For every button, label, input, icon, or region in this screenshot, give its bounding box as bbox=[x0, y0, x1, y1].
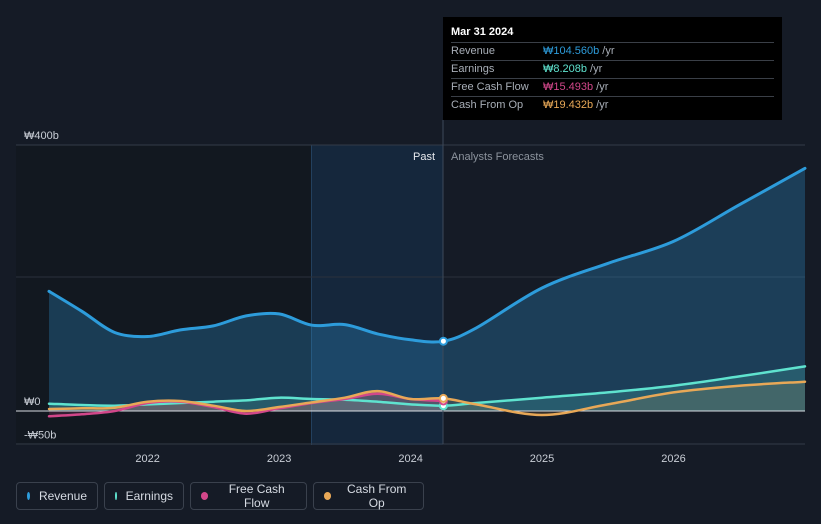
legend-label: Free Cash Flow bbox=[228, 482, 285, 510]
tooltip-unit: /yr bbox=[602, 45, 615, 57]
free-cash-flow-dot-icon bbox=[201, 492, 209, 500]
tooltip-unit: /yr bbox=[590, 63, 603, 75]
legend-label: Cash From Op bbox=[347, 482, 407, 510]
series-area-cash-from-op bbox=[49, 381, 805, 415]
x-tick-label: 2026 bbox=[661, 453, 685, 465]
tooltip-label: Cash From Op bbox=[451, 99, 524, 111]
series-lines bbox=[47, 166, 807, 418]
tooltip-unit: /yr bbox=[596, 81, 609, 93]
x-tick-label: 2023 bbox=[267, 453, 291, 465]
revenue-dot-icon bbox=[27, 492, 30, 500]
y-tick-label: -₩50b bbox=[24, 429, 56, 441]
tooltip-row-earnings: Earnings ₩8.208b /yr bbox=[451, 60, 774, 78]
tooltip-label: Free Cash Flow bbox=[451, 81, 529, 93]
x-tick-label: 2022 bbox=[135, 453, 159, 465]
tooltip-date: Mar 31 2024 bbox=[451, 26, 514, 38]
tooltip-marker-cash-from-op bbox=[438, 393, 448, 403]
legend-item-earnings[interactable]: Earnings bbox=[104, 482, 184, 510]
tooltip-value: ₩19.432b bbox=[543, 99, 594, 111]
series-line-earnings bbox=[47, 365, 807, 407]
tooltip-row-free-cash-flow: Free Cash Flow ₩15.493b /yr bbox=[451, 78, 774, 96]
x-tick-label: 2025 bbox=[530, 453, 554, 465]
legend-item-free-cash-flow[interactable]: Free Cash Flow bbox=[190, 482, 307, 510]
tooltip-value: ₩15.493b bbox=[543, 81, 594, 93]
tooltip-unit: /yr bbox=[596, 99, 609, 111]
cash-from-op-dot-icon bbox=[324, 492, 332, 500]
series-line-cash-from-op bbox=[47, 380, 807, 417]
x-tick-label: 2024 bbox=[398, 453, 422, 465]
tooltip-label: Earnings bbox=[451, 63, 495, 75]
legend-label: Earnings bbox=[125, 489, 173, 503]
y-tick-label: ₩0 bbox=[24, 396, 41, 408]
series-line-revenue bbox=[47, 166, 807, 344]
tooltip-row-revenue: Revenue ₩104.560b /yr bbox=[451, 42, 774, 60]
legend-item-cash-from-op[interactable]: Cash From Op bbox=[313, 482, 424, 510]
series-area-revenue bbox=[49, 168, 805, 411]
legend: Revenue Earnings Free Cash Flow Cash Fro… bbox=[16, 482, 424, 510]
past-label: Past bbox=[413, 151, 435, 163]
legend-item-revenue[interactable]: Revenue bbox=[16, 482, 98, 510]
earnings-dot-icon bbox=[115, 492, 117, 500]
x-axis: 2022 2023 2024 2025 2026 bbox=[135, 453, 685, 465]
tooltip-markers bbox=[438, 336, 448, 411]
highlight-band bbox=[311, 145, 443, 445]
legend-label: Revenue bbox=[38, 489, 87, 503]
tooltip: Mar 31 2024 Revenue ₩104.560b /yr Earnin… bbox=[443, 17, 782, 120]
tooltip-label: Revenue bbox=[451, 45, 496, 57]
tooltip-row-cash-from-op: Cash From Op ₩19.432b /yr bbox=[451, 96, 774, 114]
y-axis: ₩400b ₩0 -₩50b bbox=[24, 130, 59, 441]
tooltip-marker-revenue bbox=[438, 336, 448, 346]
y-tick-label: ₩400b bbox=[24, 130, 59, 142]
tooltip-value: ₩104.560b bbox=[543, 45, 600, 57]
series-line-free-cash-flow bbox=[47, 392, 445, 418]
highlight-band-edge bbox=[311, 145, 312, 445]
tooltip-value: ₩8.208b bbox=[543, 63, 588, 75]
series-area-earnings bbox=[49, 366, 805, 411]
forecast-label: Analysts Forecasts bbox=[451, 151, 544, 163]
